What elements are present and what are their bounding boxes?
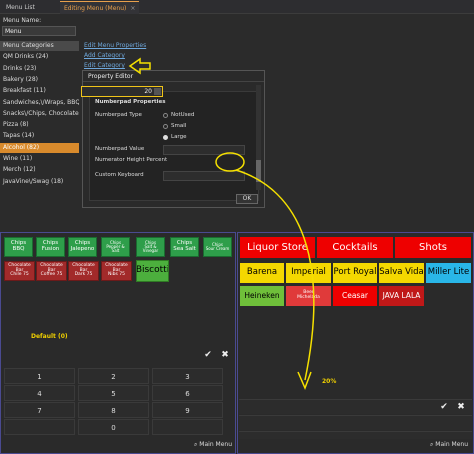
biscotti-button[interactable]: Biscotti xyxy=(136,260,169,282)
keypad-key[interactable]: 2 xyxy=(78,368,149,384)
option-notused-label: NotUsed xyxy=(171,112,195,118)
product-button[interactable]: Chocolate Bar Chile 75 xyxy=(4,261,35,281)
category-item[interactable]: Wine (11) xyxy=(3,155,33,162)
option-large-label: Large xyxy=(171,134,187,140)
keypad-key[interactable] xyxy=(4,419,75,435)
category-item[interactable]: QM Drinks (24) xyxy=(3,53,49,61)
close-icon[interactable]: ✖ xyxy=(221,350,229,360)
numberpad-type-label: Numberpad Type xyxy=(95,112,142,118)
keypad-key[interactable]: 1 xyxy=(4,368,75,384)
percent-label: 20% xyxy=(322,378,337,385)
tab-bar: Menu List Editing Menu (Menu) × xyxy=(0,0,474,14)
edit-menu-properties-link[interactable]: Edit Menu Properties xyxy=(84,42,147,49)
numerator-height-input[interactable]: 20 xyxy=(81,86,163,97)
category-button[interactable]: Barena xyxy=(240,263,284,283)
product-button[interactable]: Chips BBQ xyxy=(4,237,33,257)
numpad-row xyxy=(239,431,472,439)
default-label: Default (0) xyxy=(31,333,68,340)
radio-small[interactable] xyxy=(163,124,168,129)
numpad-row xyxy=(239,415,472,430)
category-item[interactable]: Drinks (23) xyxy=(3,64,37,72)
spinner-icon[interactable] xyxy=(154,88,161,95)
keypad-key[interactable]: 7 xyxy=(4,402,75,418)
radio-notused[interactable] xyxy=(163,113,168,118)
product-button[interactable]: Chocolate Bar Nibs 75 xyxy=(101,261,132,281)
search-icon: ⌕ xyxy=(194,441,198,448)
property-editor-title: Property Editor xyxy=(83,71,264,82)
category-button[interactable]: JAVA LALA xyxy=(379,286,424,306)
custom-keyboard-label: Custom Keyboard xyxy=(95,172,144,178)
main-menu-link-left[interactable]: ⌕ Main Menu xyxy=(194,441,233,448)
keypad-key[interactable]: 4 xyxy=(4,385,75,401)
category-item[interactable]: Pizza (8) xyxy=(3,121,29,129)
radio-large[interactable] xyxy=(163,135,168,140)
ok-button[interactable]: OK xyxy=(236,194,258,204)
tab-editing-menu[interactable]: Editing Menu (Menu) × xyxy=(60,1,140,14)
category-button[interactable]: Shots xyxy=(395,237,471,258)
keypad-key[interactable]: 3 xyxy=(152,368,223,384)
edit-category-link[interactable]: Edit Category xyxy=(84,62,125,69)
category-button[interactable]: Heineken xyxy=(240,286,284,306)
property-scrollbar[interactable] xyxy=(256,85,261,190)
close-icon[interactable]: × xyxy=(130,5,136,12)
category-button[interactable]: Beer Michelada xyxy=(286,286,331,306)
main-menu-link-right[interactable]: ⌕ Main Menu xyxy=(430,441,469,448)
option-small-label: Small xyxy=(171,123,187,129)
category-button[interactable]: Miller Lite xyxy=(426,263,471,283)
product-button[interactable]: Chips Fusion xyxy=(36,237,65,257)
close-icon[interactable]: ✖ xyxy=(457,402,465,412)
search-icon: ⌕ xyxy=(430,441,434,448)
product-button[interactable]: Chips Salt & Vinegar xyxy=(136,237,165,257)
category-button[interactable]: Ceasar xyxy=(333,286,377,306)
numpad-row xyxy=(239,399,472,414)
check-icon[interactable]: ✔ xyxy=(204,350,212,360)
numberpad-section-title: Numberpad Properties xyxy=(95,99,166,105)
product-button[interactable]: Chips Jalepeno xyxy=(68,237,97,257)
menu-name-label: Menu Name: xyxy=(3,17,42,24)
add-category-link[interactable]: Add Category xyxy=(84,52,125,59)
product-button[interactable]: Chocolate Bar Coffee 75 xyxy=(36,261,67,281)
check-icon[interactable]: ✔ xyxy=(440,402,448,412)
category-item[interactable]: Bakery (28) xyxy=(3,75,38,83)
category-button[interactable]: Liquor Store xyxy=(240,237,315,258)
keypad-key[interactable] xyxy=(152,419,223,435)
category-button[interactable]: Salva Vida xyxy=(379,263,424,283)
product-button[interactable]: Chips Sour Cream xyxy=(203,237,232,257)
tab-menu-list[interactable]: Menu List xyxy=(6,4,35,11)
keypad-key[interactable]: 0 xyxy=(78,419,149,435)
numerator-height-value: 20 xyxy=(144,88,152,95)
category-item[interactable]: JavaVine\/Swag (18) xyxy=(3,177,64,185)
keypad-key[interactable]: 5 xyxy=(78,385,149,401)
menu-name-input[interactable] xyxy=(2,26,76,36)
numberpad-value-label: Numberpad Value xyxy=(95,146,145,152)
product-button[interactable]: Chips Pepper & Salt xyxy=(101,237,130,257)
category-item[interactable]: Breakfast (11) xyxy=(3,87,46,95)
product-button[interactable]: Chocolate Bar Dark 75 xyxy=(68,261,99,281)
keypad-key[interactable]: 9 xyxy=(152,402,223,418)
category-button[interactable]: Port Royal xyxy=(333,263,377,283)
custom-keyboard-field[interactable] xyxy=(163,171,245,181)
product-button[interactable]: Chips Sea Salt xyxy=(170,237,199,257)
keypad-key[interactable]: 8 xyxy=(78,402,149,418)
category-button[interactable]: Cocktails xyxy=(317,237,393,258)
category-item[interactable]: Snacks\/Chips, Chocolate (12) xyxy=(3,109,79,117)
category-item[interactable]: Merch (12) xyxy=(3,166,36,174)
keypad-key[interactable]: 6 xyxy=(152,385,223,401)
category-item[interactable]: Tapas (14) xyxy=(3,132,35,140)
numberpad-value-field[interactable] xyxy=(163,145,245,155)
numerator-height-label: Numerator Height Percent xyxy=(95,157,168,163)
category-header[interactable]: Menu Categories xyxy=(0,41,79,51)
property-scrollbar-thumb[interactable] xyxy=(256,160,261,182)
category-item[interactable]: Sandwiches,\/Wraps, BBQ (12) xyxy=(3,98,79,106)
category-item[interactable]: Alcohol (82) xyxy=(0,142,79,153)
category-button[interactable]: Imperial xyxy=(286,263,331,283)
